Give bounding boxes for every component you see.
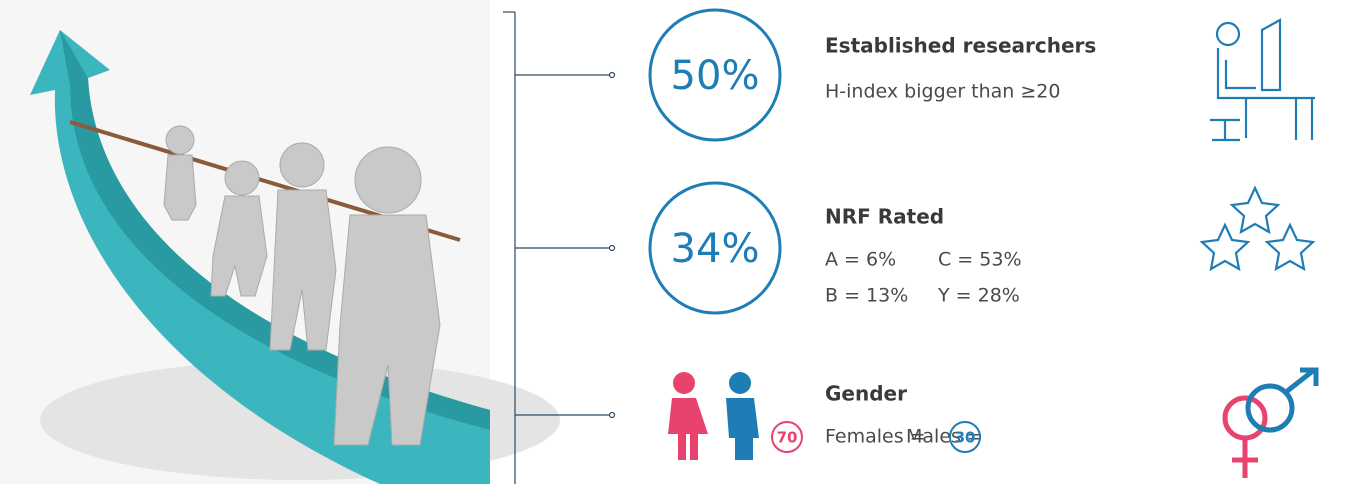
males-count: 30 <box>955 429 976 447</box>
stat-title: Gender <box>825 382 907 406</box>
stat-ring <box>648 8 782 142</box>
stat-ring <box>648 181 782 315</box>
stat-line: H-index bigger than ≥20 <box>825 81 1060 103</box>
male-icon <box>726 372 759 460</box>
stat-value: 34% <box>671 226 760 272</box>
females-count: 70 <box>777 429 798 447</box>
hero-image <box>0 0 560 484</box>
stat-value: 50% <box>671 53 760 99</box>
connectors <box>503 11 616 484</box>
stars-icon <box>1199 185 1316 272</box>
grade: A = 6% <box>825 249 896 271</box>
gender-icon <box>1222 367 1319 478</box>
females-label: Females = <box>825 426 926 448</box>
females-badge <box>771 421 803 453</box>
stat-title: Established researchers <box>825 34 1096 58</box>
males-badge <box>949 421 981 453</box>
desk-icon <box>1210 18 1315 142</box>
grade: Y = 28% <box>937 285 1020 307</box>
stat-title: NRF Rated <box>825 205 944 229</box>
males-label: Males = <box>906 426 983 448</box>
female-icon <box>668 372 708 460</box>
grade: C = 53% <box>938 249 1022 271</box>
grade: B = 13% <box>825 285 908 307</box>
